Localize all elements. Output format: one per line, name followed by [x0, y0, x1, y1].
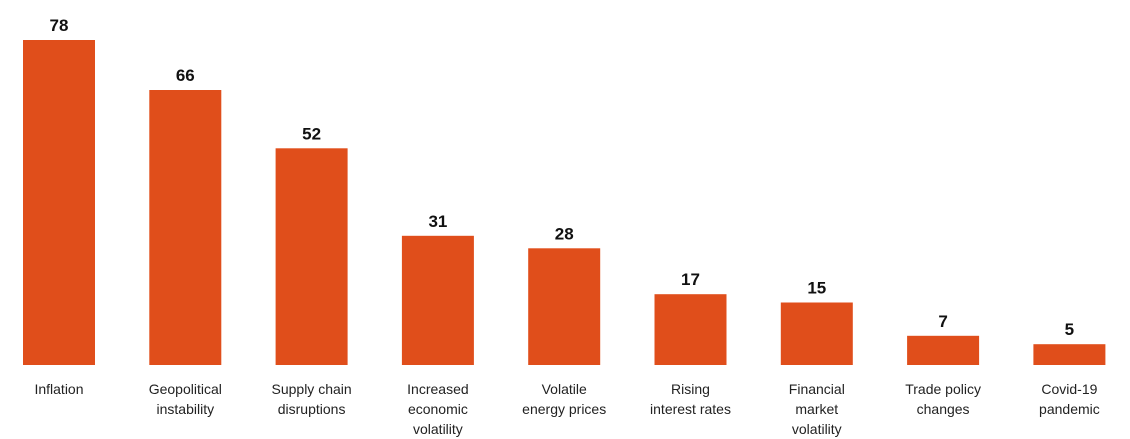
- category-label-line: pandemic: [1039, 401, 1100, 417]
- category-label: Trade policy changes: [905, 381, 981, 417]
- bar: [907, 335, 980, 365]
- bar-value-label: 28: [555, 224, 574, 243]
- bar-value-label: 5: [1065, 320, 1074, 339]
- bar-value-label: 17: [681, 270, 700, 289]
- category-label-line: Increased: [407, 381, 468, 397]
- category-label-line: Geopolitical: [149, 381, 222, 397]
- category-label: Supply chain disruptions: [272, 381, 352, 417]
- value-labels-group: 78 66 52 31 28 17 15 7 5: [50, 16, 1075, 339]
- category-label-line: volatility: [792, 421, 842, 437]
- category-label-line: energy prices: [522, 401, 606, 417]
- category-label-line: changes: [917, 401, 970, 417]
- category-label: Financial market volatility: [789, 381, 845, 437]
- category-label-line: disruptions: [278, 401, 346, 417]
- bar: [23, 40, 95, 365]
- bars-group: [23, 40, 1106, 365]
- category-label: Rising interest rates: [650, 381, 731, 417]
- bar: [401, 235, 474, 365]
- category-label-line: volatility: [413, 421, 463, 437]
- category-label-line: instability: [157, 401, 215, 417]
- category-label-line: Rising: [671, 381, 710, 397]
- category-label: Covid-19 pandemic: [1039, 381, 1100, 417]
- bar: [780, 302, 853, 365]
- bar: [528, 248, 601, 365]
- bar-value-label: 31: [428, 212, 447, 231]
- category-label-line: Supply chain: [272, 381, 352, 397]
- bar: [1033, 344, 1106, 365]
- category-label-line: Financial: [789, 381, 845, 397]
- category-label-line: market: [795, 401, 838, 417]
- bar: [654, 294, 727, 365]
- bar-value-label: 7: [938, 312, 947, 331]
- bar: [275, 148, 348, 365]
- category-label: Inflation: [34, 381, 83, 397]
- bar-value-label: 66: [176, 66, 195, 85]
- bar-value-label: 15: [807, 279, 826, 298]
- category-labels-group: Inflation Geopolitical instability Supply c…: [34, 381, 1099, 437]
- category-label: Volatile energy prices: [522, 381, 606, 417]
- category-label-line: Volatile: [542, 381, 587, 397]
- category-label-line: Covid-19: [1041, 381, 1097, 397]
- category-label-line: Inflation: [34, 381, 83, 397]
- category-label: Geopolitical instability: [149, 381, 222, 417]
- bar-value-label: 52: [302, 124, 321, 143]
- category-label: Increased economic volatility: [407, 381, 468, 437]
- category-label-line: Trade policy: [905, 381, 981, 397]
- bar-value-label: 78: [50, 16, 69, 35]
- bar: [149, 90, 222, 365]
- category-label-line: economic: [408, 401, 468, 417]
- category-label-line: interest rates: [650, 401, 731, 417]
